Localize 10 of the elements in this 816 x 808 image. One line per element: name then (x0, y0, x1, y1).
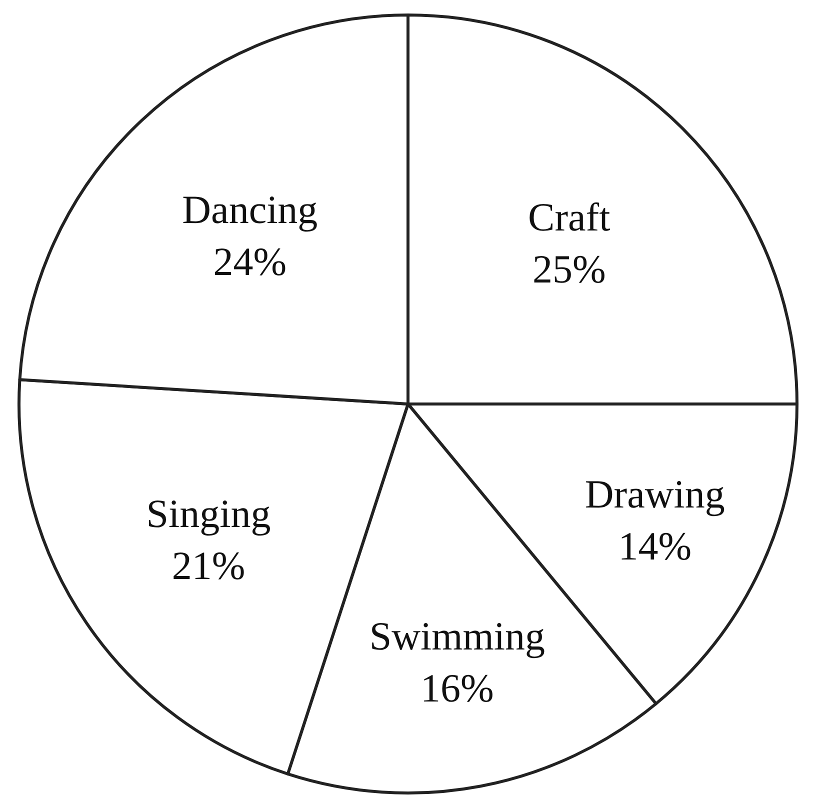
slice-label: Craft (528, 194, 610, 240)
slice-label: Singing (146, 491, 271, 536)
slice-label: Swimming (369, 613, 545, 658)
data-label: 25% (532, 246, 606, 292)
data-label: 21% (172, 543, 246, 588)
data-label: 16% (420, 665, 494, 710)
data-label: 24% (213, 239, 287, 284)
slice-label: Dancing (182, 187, 318, 232)
slice-label: Drawing (584, 472, 725, 517)
data-label: 14% (618, 524, 692, 569)
